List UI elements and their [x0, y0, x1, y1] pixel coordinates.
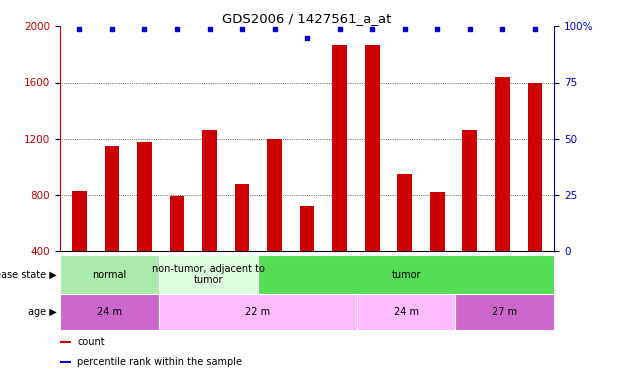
- Bar: [60, 255, 159, 294]
- Bar: [202, 130, 217, 251]
- Text: count: count: [77, 337, 105, 347]
- Text: tumor: tumor: [391, 270, 421, 280]
- Bar: [105, 146, 119, 251]
- Bar: [258, 255, 554, 294]
- Bar: [137, 142, 152, 251]
- Text: disease state ▶: disease state ▶: [0, 270, 57, 280]
- Bar: [455, 294, 554, 330]
- Bar: [235, 184, 249, 251]
- Bar: [60, 294, 159, 330]
- Bar: [60, 341, 71, 343]
- Text: percentile rank within the sample: percentile rank within the sample: [77, 357, 242, 367]
- Bar: [60, 361, 71, 363]
- Text: 27 m: 27 m: [493, 307, 517, 317]
- Text: non-tumor, adjacent to
tumor: non-tumor, adjacent to tumor: [152, 264, 265, 285]
- Bar: [495, 77, 510, 251]
- Text: 24 m: 24 m: [97, 307, 122, 317]
- Bar: [398, 174, 412, 251]
- Bar: [300, 206, 314, 251]
- Bar: [527, 82, 542, 251]
- Bar: [72, 191, 87, 251]
- Bar: [333, 45, 347, 251]
- Title: GDS2006 / 1427561_a_at: GDS2006 / 1427561_a_at: [222, 12, 392, 25]
- Text: 24 m: 24 m: [394, 307, 418, 317]
- Bar: [267, 139, 282, 251]
- Bar: [357, 294, 455, 330]
- Bar: [169, 196, 185, 251]
- Text: 22 m: 22 m: [245, 307, 270, 317]
- Bar: [365, 45, 379, 251]
- Bar: [462, 130, 477, 251]
- Bar: [159, 294, 357, 330]
- Bar: [159, 255, 258, 294]
- Text: age ▶: age ▶: [28, 307, 57, 317]
- Bar: [430, 192, 445, 251]
- Text: normal: normal: [92, 270, 127, 280]
